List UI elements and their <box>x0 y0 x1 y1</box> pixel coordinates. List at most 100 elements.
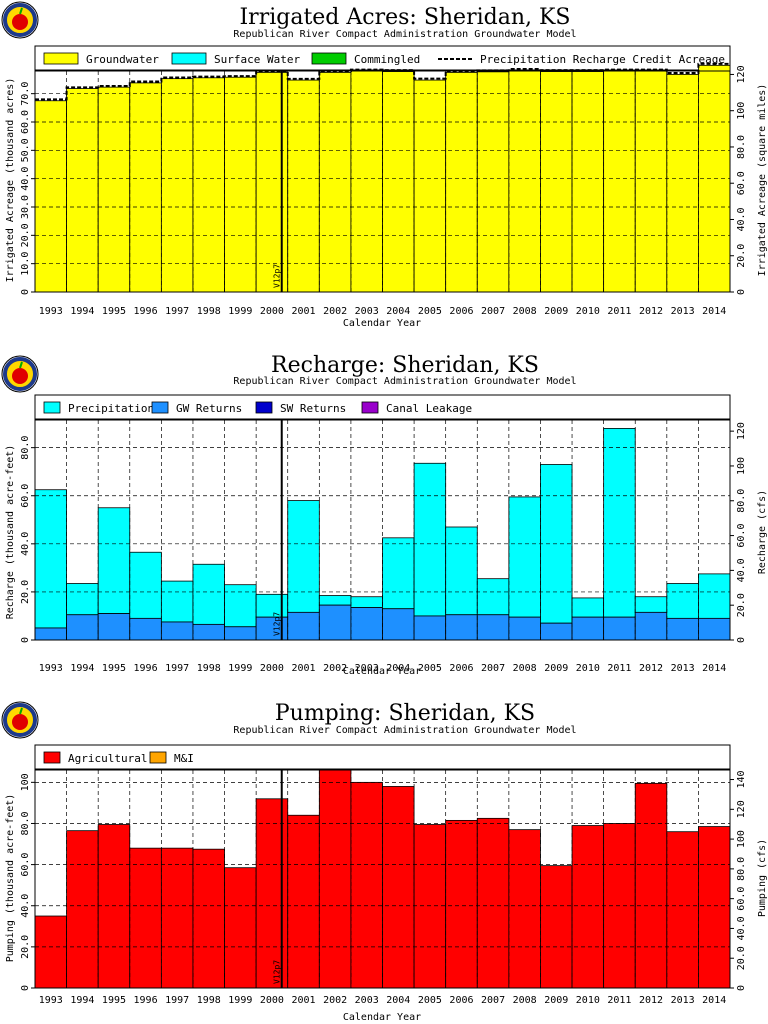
bar-groundwater <box>224 76 257 293</box>
x-tick-label: 2006 <box>449 663 473 674</box>
x-tick-label: 2005 <box>418 995 442 1006</box>
y-tick-label-right: 60.0 <box>736 887 747 911</box>
x-tick-label: 2005 <box>418 663 442 674</box>
gridlines <box>35 420 730 640</box>
legend-swatch-surface-water <box>171 52 207 65</box>
bar-segment-lower <box>350 781 383 989</box>
legend-swatch-mi <box>149 751 167 764</box>
bar-segment-upper <box>66 583 99 616</box>
y-tick-label: 40.0 <box>20 894 31 918</box>
bar-segment-lower <box>224 867 257 989</box>
bar-segment-upper <box>445 526 478 616</box>
x-tick-label: 1998 <box>197 306 221 317</box>
bar-segment-upper <box>603 428 636 618</box>
x-tick-label: 2008 <box>513 663 537 674</box>
x-tick-label: 2014 <box>702 663 726 674</box>
bar-segment-lower <box>603 616 636 641</box>
bar-groundwater <box>255 72 289 293</box>
bar-groundwater <box>603 70 636 293</box>
legend-label-commingled: Commingled <box>354 53 420 66</box>
legend-swatch-agricultural <box>43 751 61 764</box>
x-tick-label: 1997 <box>165 663 189 674</box>
bar-groundwater <box>66 88 99 293</box>
y-tick-label: 0 <box>20 637 31 643</box>
bar-groundwater <box>287 79 320 293</box>
x-tick-label: 1993 <box>39 995 63 1006</box>
bar-segment-lower <box>350 607 383 641</box>
line-precip-credit <box>35 62 730 101</box>
y-axis-label-right: Pumping (cfs) <box>757 839 768 917</box>
y-tick-label: 70.0 <box>20 82 31 106</box>
y-tick-label: 40.0 <box>20 167 31 191</box>
y-tick-label: 80.0 <box>20 811 31 835</box>
x-tick-label: 2007 <box>481 663 505 674</box>
legend-label-agricultural: Agricultural <box>68 752 147 765</box>
y-ticks-left: 0 10.0 20.0 30.0 40.0 50.0 60.0 70.0 <box>20 82 35 295</box>
x-tick-label: 2004 <box>386 306 410 317</box>
model-version-label: V12p7 <box>273 612 282 636</box>
bar-segment-upper <box>350 596 383 608</box>
bar-segment-lower <box>571 825 605 989</box>
y-tick-label: 60.0 <box>20 484 31 508</box>
x-tick-label: 1995 <box>102 995 126 1006</box>
x-tick-label: 2012 <box>639 995 663 1006</box>
bar-segment-lower <box>540 622 573 641</box>
y-ticks-left: 0 20.0 40.0 60.0 80.0 <box>20 436 35 643</box>
x-axis-label: Calendar Year <box>343 666 421 677</box>
x-tick-label: 1994 <box>70 995 94 1006</box>
y-tick-label-right: 60.0 <box>736 171 747 195</box>
bar-segment-upper <box>666 583 699 619</box>
legend-swatch-precipitation <box>43 401 61 414</box>
apple-logo <box>1 701 39 739</box>
bar-groundwater <box>97 86 131 293</box>
x-ticks: 1993 1994 1995 1996 1997 1998 1999 2000 2001 2002… <box>39 995 727 1006</box>
recharge-panel: Recharge: Sheridan, KS Republican River … <box>1 353 768 677</box>
x-tick-label: 1999 <box>228 306 252 317</box>
x-tick-label: 2011 <box>607 306 631 317</box>
x-tick-label: 2000 <box>260 306 284 317</box>
bar-segment-lower <box>476 614 510 641</box>
legend-label-precip-credit: Precipitation Recharge Credit Acreage <box>480 53 725 66</box>
bar-groundwater <box>160 78 194 293</box>
bar-segment-lower <box>634 611 668 641</box>
legend-label-groundwater: Groundwater <box>86 53 159 66</box>
bar-segment-upper <box>318 595 352 606</box>
model-version-label: V12p7 <box>273 960 282 984</box>
x-tick-label: 1995 <box>102 306 126 317</box>
y-tick-label: 60.0 <box>20 853 31 877</box>
x-tick-label: 1996 <box>134 995 158 1006</box>
x-tick-label: 1994 <box>70 306 94 317</box>
legend-label-surface-water: Surface Water <box>214 53 300 66</box>
legend-swatch-commingled <box>311 52 347 65</box>
y-tick-label: 50.0 <box>20 138 31 162</box>
bar-groundwater <box>634 70 668 293</box>
y-axis-label-left: Recharge (thousand acre-feet) <box>5 445 16 620</box>
apple-logo <box>1 355 39 393</box>
bar-segment-lower <box>129 617 162 641</box>
x-tick-label: 2000 <box>260 995 284 1006</box>
bar-segment-upper <box>160 580 194 623</box>
x-tick-label: 2005 <box>418 306 442 317</box>
bar-segment-lower <box>97 824 131 989</box>
y-tick-label: 60.0 <box>20 110 31 134</box>
model-version-label: V12p7 <box>273 264 282 288</box>
y-tick-label-right: 60.0 <box>736 524 747 548</box>
y-tick-label-right: 20.0 <box>736 593 747 617</box>
y-axis-label-right: Recharge (cfs) <box>757 490 768 574</box>
bar-segment-lower <box>318 769 352 989</box>
legend-swatch-groundwater <box>43 52 79 65</box>
y-tick-label: 30.0 <box>20 195 31 219</box>
x-tick-label: 1994 <box>70 663 94 674</box>
x-tick-label: 1999 <box>228 663 252 674</box>
y-ticks-right: 0 20.0 40.0 60.0 80.0 100 120 140 <box>730 770 747 991</box>
bar-segment-lower <box>382 786 415 989</box>
bar-segment-lower <box>476 817 510 989</box>
bar-segment-upper <box>224 584 257 628</box>
x-tick-label: 2013 <box>671 663 695 674</box>
bar-groundwater <box>192 77 225 293</box>
bar-segment-upper <box>287 500 320 613</box>
x-tick-label: 2003 <box>355 663 379 674</box>
x-tick-label: 2012 <box>639 663 663 674</box>
pumping-panel: Pumping: Sheridan, KS Republican River C… <box>1 701 768 1023</box>
y-tick-label-right: 40.0 <box>736 207 747 231</box>
